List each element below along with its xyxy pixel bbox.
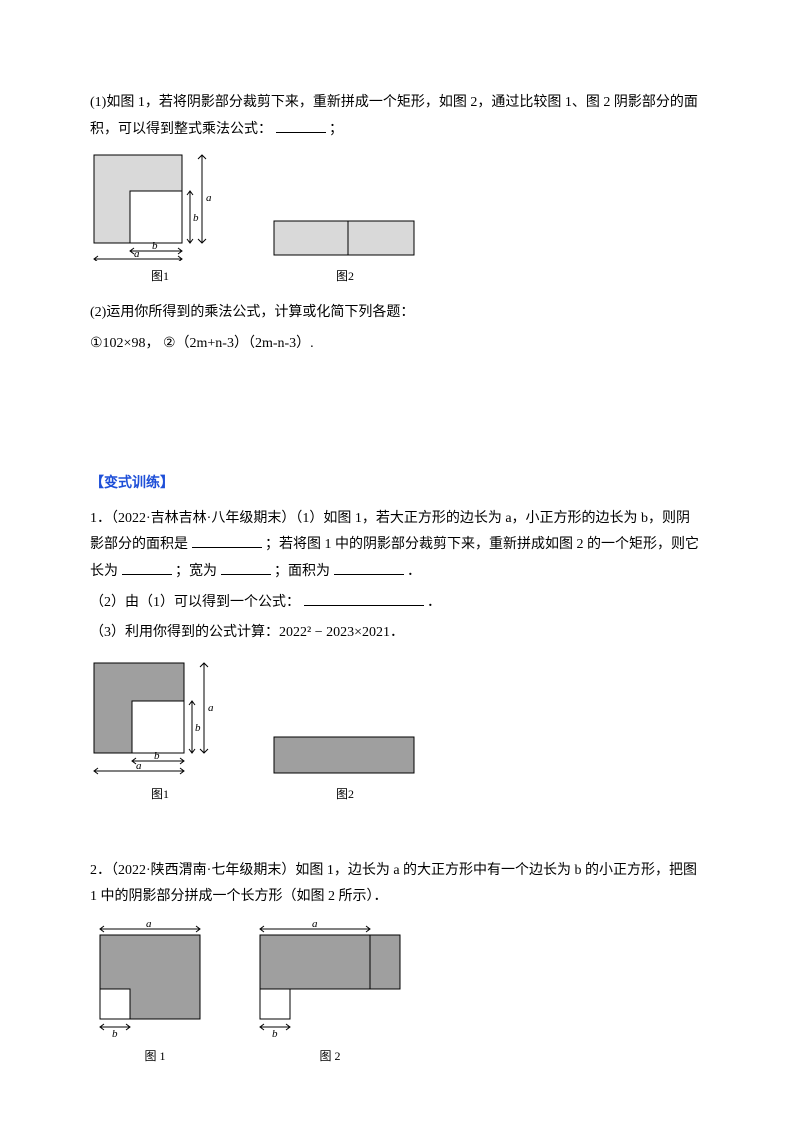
q1-fig2-label: 图2 [270,265,420,288]
q1-figures: a b b a 图1 图2 [90,151,704,288]
svg-text:a: a [312,921,318,930]
q3-fig1-wrap: a b 图 1 [90,921,220,1068]
q3-fig1-svg: a b [90,921,220,1041]
svg-text:a: a [146,921,152,930]
q1-fig1-svg: a b b a [90,151,230,261]
q1-blank1[interactable] [276,119,326,133]
q2-fig2-wrap: 图2 [270,719,420,806]
q1-part1-text: (1)如图 1，若将阴影部分裁剪下来，重新拼成一个矩形，如图 2，通过比较图 1… [90,95,698,137]
q1-part2: (2)运用你所得到的乘法公式，计算或化简下列各题： [90,300,704,327]
q2-blank3[interactable] [221,561,271,575]
gap1 [90,361,704,411]
svg-text:a: a [136,760,142,772]
q1-part1-tail: ； [329,122,343,137]
q1-part3b: ②（2m+n-3）（2m-n-3）. [163,336,314,351]
section-header: 【变式训练】 [90,471,704,498]
q2-figures: a b b a 图1 图2 [90,659,704,806]
svg-text:b: b [154,750,160,762]
q2-blank2[interactable] [122,561,172,575]
q2-intro-c: ；宽为 [175,564,217,579]
svg-text:a: a [208,702,214,714]
q1-fig2-svg [270,201,420,261]
svg-text:b: b [272,1028,278,1040]
q3-fig2-svg: a b [250,921,410,1041]
q1-fig2-wrap: 图2 [270,201,420,288]
q2-fig2-svg [270,719,420,779]
gap2 [90,808,704,858]
q2-blank5[interactable] [304,592,424,606]
q3-figures: a b 图 1 a b [90,921,704,1068]
q2-blank1[interactable] [192,534,262,548]
svg-text:b: b [152,240,158,252]
q2-intro-e: ． [407,564,421,579]
svg-text:a: a [206,192,212,204]
svg-text:a: a [134,248,140,260]
q2-p3: （3）利用你得到的公式计算：2022² − 2023×2021． [90,620,704,647]
q2-p2-a: （2）由（1）可以得到一个公式： [90,595,300,610]
q3-fig2-label: 图 2 [250,1045,410,1068]
q3-intro: 2．（2022·陕西渭南·七年级期末）如图 1，边长为 a 的大正方形中有一个边… [90,858,704,911]
q2-p2: （2）由（1）可以得到一个公式： ． [90,590,704,617]
q2-p2-b: ． [427,595,441,610]
q1-fig1-wrap: a b b a 图1 [90,151,230,288]
q2-fig1-wrap: a b b a 图1 [90,659,230,806]
q2-fig1-label: 图1 [90,783,230,806]
q1-fig1-label: 图1 [90,265,230,288]
q3-fig2-wrap: a b 图 2 [250,921,410,1068]
q2-blank4[interactable] [334,561,404,575]
q1-part1: (1)如图 1，若将阴影部分裁剪下来，重新拼成一个矩形，如图 2，通过比较图 1… [90,90,704,143]
q3-fig1-label: 图 1 [90,1045,220,1068]
q2-fig1-svg: a b b a [90,659,230,779]
svg-text:b: b [195,722,201,734]
q2-intro: 1．（2022·吉林吉林·八年级期末）（1）如图 1，若大正方形的边长为 a，小… [90,506,704,586]
q2-fig2-label: 图2 [270,783,420,806]
svg-text:b: b [193,212,199,224]
svg-text:b: b [112,1028,118,1040]
q2-intro-d: ；面积为 [274,564,330,579]
q1-part3: ①102×98， ②（2m+n-3）（2m-n-3）. [90,331,704,358]
q1-part3a: ①102×98， [90,336,159,351]
